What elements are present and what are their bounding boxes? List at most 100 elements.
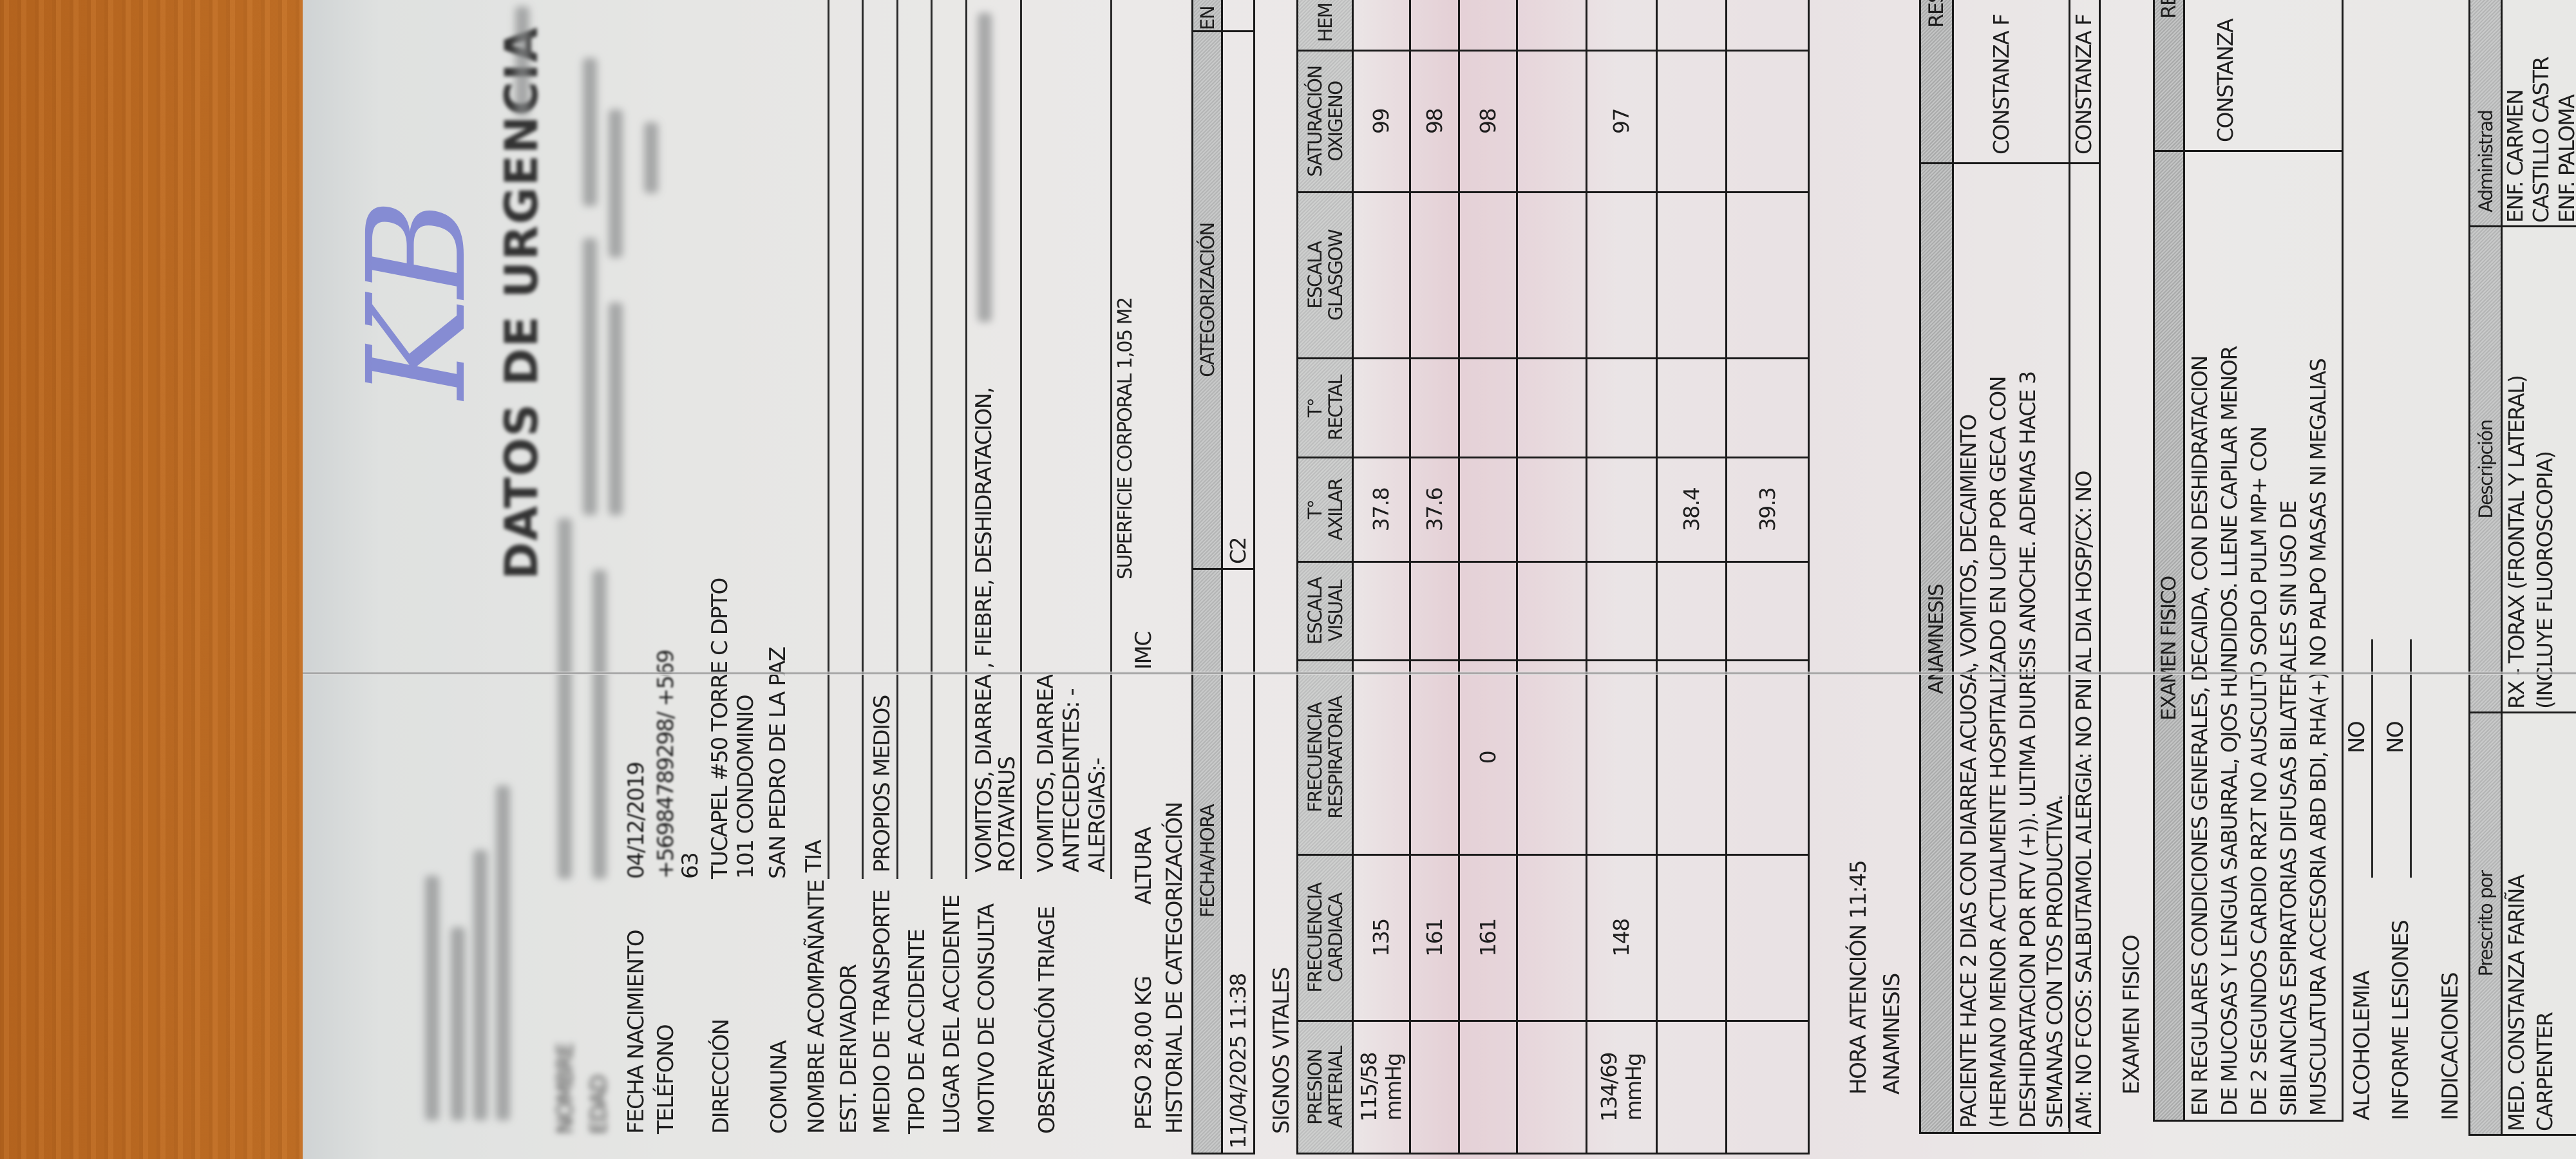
vitals-cell: 38.4: [1656, 457, 1727, 562]
anamnesis-responsable: CONSTANZA F: [1989, 14, 2014, 155]
examen-line: DE 2 SEGUNDOS CARDIO RR2T NO AUSCULTO SO…: [2246, 427, 2271, 1116]
vitals-cell: 37.8: [1352, 457, 1410, 562]
vitals-cell: [1656, 854, 1727, 1021]
responsable-header: RES: [1925, 0, 1948, 28]
vitals-cell: [1586, 457, 1657, 562]
vitals-column-header-line: T°: [1303, 500, 1326, 520]
vitals-column-header: T° AXILAR: [1297, 457, 1353, 562]
vitals-column-header: PRESION ARTERIAL: [1297, 1021, 1353, 1154]
prescrito-por-value-cont: CARPENTER: [2532, 1012, 2557, 1131]
blurred-header-text: [583, 58, 597, 206]
vitals-column-header-line: RECTAL: [1324, 375, 1347, 441]
vitals-cell: 115/58 mmHg: [1352, 1021, 1410, 1154]
examen-line: MUSCULATURA ACCESORIA ABD BDI, RHA(+) NO…: [2306, 359, 2331, 1116]
alcoholemia-label: ALCOHOLEMIA: [2349, 971, 2375, 1120]
column-divider: [2155, 150, 2342, 152]
vitals-cell: [1586, 561, 1657, 661]
handwritten-initials: KB: [338, 199, 489, 402]
administrado-header: Administrad: [2469, 0, 2502, 227]
imc-label: IMC: [1131, 632, 1157, 670]
informe-lesiones-value: NO: [2383, 721, 2409, 753]
extra-header: EN: [1192, 0, 1222, 32]
prescrito-por-value: MED. CONSTANZA FARIÑA: [2504, 875, 2529, 1131]
signos-vitales-label: SIGNOS VITALES: [1269, 967, 1294, 1134]
vitals-cell: [1459, 457, 1517, 562]
am-responsable: CONSTANZA F: [2071, 14, 2096, 155]
vitals-cell: [1586, 358, 1657, 458]
vitals-cell: 98: [1410, 50, 1459, 193]
vitals-row: [1517, 0, 1587, 1154]
blurred-header-text: [425, 876, 439, 1120]
acompanante-label: NOMBRE ACOMPAÑANTE: [804, 880, 829, 1134]
direccion-label: DIRECCIÓN: [708, 1019, 734, 1134]
vitals-cell: [1410, 358, 1459, 458]
vitals-cell: [1656, 1021, 1727, 1154]
vitals-column-header-line: ARTERIAL: [1324, 1046, 1347, 1128]
transporte-value: PROPIOS MEDIOS: [869, 695, 895, 872]
field-underline: [862, 0, 864, 879]
vitals-cell: [1656, 0, 1727, 51]
anamnesis-label: ANAMNESIS: [1879, 974, 1905, 1095]
nombre-label: NOMBRE: [553, 1043, 578, 1134]
lugar-accidente-label: LUGAR DEL ACCIDENTE: [939, 895, 965, 1134]
vitals-column-header-line: RESPIRATORIA: [1324, 696, 1347, 819]
anamnesis-box: ANAMNESIS RES PACIENTE HACE 2 DIAS CON D…: [1919, 0, 2101, 1134]
vitals-column-header-line: CARDIACA: [1324, 893, 1347, 983]
vitals-cell: [1459, 561, 1517, 661]
indicaciones-table: Prescrito por Descripción Administrad ME…: [2468, 0, 2576, 1136]
peso-value: PESO 28,00 KG: [1131, 976, 1157, 1130]
motivo-value: VOMITOS, DIARREA , FIEBRE, DESHIDRATACIO…: [971, 388, 997, 872]
blurred-header-text: [473, 850, 488, 1120]
hora-atencion: HORA ATENCIÓN 11:45: [1846, 860, 1871, 1095]
edad-value-blurred: [592, 570, 607, 879]
observacion-value: VOMITOS, DIARREA: [1033, 675, 1059, 872]
blurred-header-text: [583, 238, 597, 515]
field-underline: [965, 0, 967, 879]
vitals-cell: [1352, 358, 1410, 458]
vitals-cell: [1726, 358, 1809, 458]
direccion-value: TUCAPEL #50 TORRE C DPTO: [707, 578, 733, 879]
vitals-cell: 161: [1459, 854, 1517, 1021]
vitals-column-header-line: HEM: [1314, 3, 1336, 42]
vitals-row: 134/69 mmHg 148 97: [1586, 0, 1657, 1154]
examen-header-band: EXAMEN FISICO RE: [2155, 0, 2185, 1120]
vitals-column-header-line: T°: [1303, 398, 1326, 418]
administrado-value-next: ENF. PALOMA: [2554, 95, 2576, 223]
fecha-nacimiento-value: 04/12/2019: [623, 762, 649, 879]
examen-line: DE MUCOSAS Y LENGUA SABURRAL, OJOS HUNDI…: [2217, 346, 2242, 1116]
examen-fisico-label: EXAMEN FISICO: [2119, 935, 2145, 1095]
examen-fisico-box: EXAMEN FISICO RE EN REGULARES CONDICIONE…: [2153, 0, 2344, 1122]
vitals-cell: [1517, 358, 1587, 458]
vitals-cell: 37.6: [1410, 457, 1459, 562]
examen-header: EXAMEN FISICO: [2157, 576, 2181, 721]
vitals-cell: [1586, 660, 1657, 855]
indicacion-row: MED. CONSTANZA FARIÑA CARPENTER RX - TOR…: [2501, 0, 2576, 1135]
vitals-cell: [1726, 0, 1809, 51]
vitals-cell: [1656, 50, 1727, 193]
vitals-cell: [1586, 0, 1657, 51]
blurred-header-text: [451, 927, 465, 1120]
vitals-column-header-line: FRECUENCIA: [1303, 883, 1326, 993]
vitals-column-header: ESCALA GLASGOW: [1297, 192, 1353, 359]
anamnesis-line: SEMANAS CON TOS PRODUCTIVA.: [2042, 795, 2070, 1128]
vitals-cell: [1517, 854, 1587, 1021]
vitals-cell: [1517, 50, 1587, 193]
administrado-value-cont: CASTILLO CASTR: [2528, 57, 2553, 223]
vitals-cell: [1410, 0, 1459, 51]
field-underline: [2410, 639, 2412, 878]
telefono-value-cont: 63: [677, 853, 703, 879]
vitals-cell: [1656, 192, 1727, 359]
vitals-cell: [1459, 358, 1517, 458]
handwritten-initials-text: KB: [338, 199, 489, 402]
vitals-cell: [1459, 0, 1517, 51]
vitals-column-header-line: AXILAR: [1324, 478, 1347, 541]
nombre-value-blurred: [558, 518, 572, 879]
motivo-value-cont: ROTAVIRUS: [994, 757, 1020, 872]
vitals-column-header: FRECUENCIA CARDIACA: [1297, 854, 1353, 1021]
vitals-cell: [1726, 854, 1809, 1021]
vitals-cell: [1726, 1021, 1809, 1154]
vitals-cell: [1459, 192, 1517, 359]
field-underline: [828, 0, 829, 879]
field-underline: [1110, 0, 1112, 879]
alcoholemia-value: NO: [2344, 721, 2370, 753]
